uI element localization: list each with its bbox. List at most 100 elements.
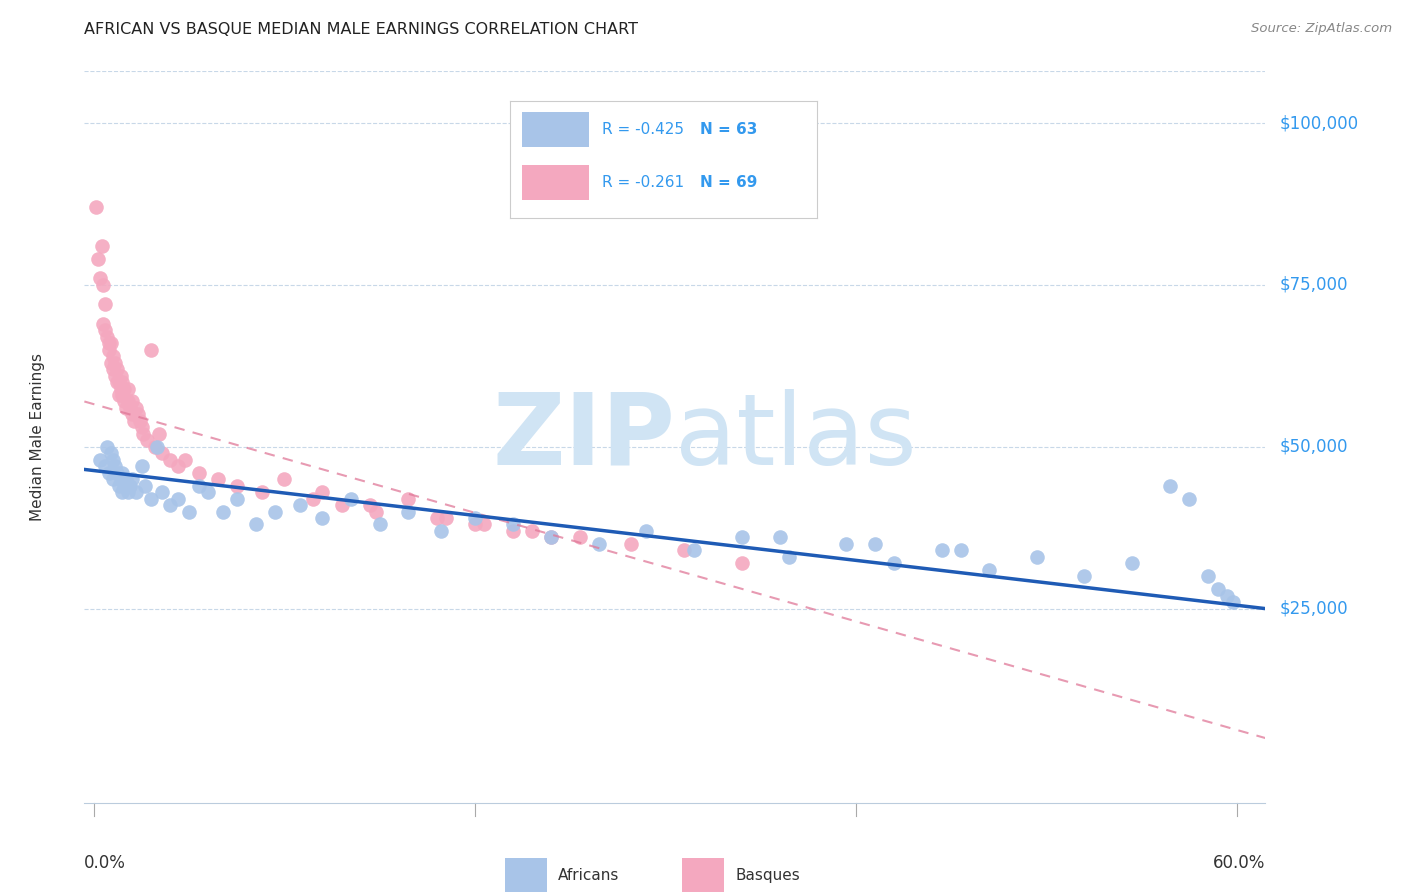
Point [121,394,143,409]
Point [84,200,107,214]
Point [134,478,156,492]
Point [93,277,115,292]
Point [949,543,972,558]
Point [225,478,247,492]
Point [98,336,121,351]
Point [250,485,273,500]
Point [111,388,134,402]
Point [212,504,235,518]
Point [359,498,381,512]
Point [107,478,129,492]
Point [89,271,111,285]
Point [730,530,752,544]
Point [128,414,150,428]
Point [121,472,143,486]
Point [107,375,129,389]
Point [101,452,124,467]
Point [396,491,419,506]
Point [104,356,127,370]
Point [125,401,148,415]
Text: 60.0%: 60.0% [1213,854,1265,872]
Point [187,466,209,480]
Point [245,517,267,532]
Point [94,323,117,337]
Point [778,549,800,564]
Point [396,504,419,518]
Point [673,543,696,558]
Point [174,452,197,467]
Point [179,504,201,518]
Point [96,330,118,344]
Point [98,466,121,480]
Point [104,459,127,474]
Point [1073,569,1095,583]
Point [104,368,127,383]
Point [1121,557,1143,571]
Point [111,466,134,480]
Point [364,504,387,518]
Point [94,459,117,474]
Point [94,297,117,311]
Point [1206,582,1229,597]
Point [1216,589,1239,603]
Point [464,511,486,525]
Point [110,382,132,396]
Point [166,491,188,506]
Point [502,524,524,538]
Point [311,511,333,525]
Point [1178,491,1201,506]
Point [117,382,139,396]
Point [132,426,155,441]
Text: $75,000: $75,000 [1279,276,1348,294]
Point [112,478,135,492]
Point [152,446,174,460]
Text: $50,000: $50,000 [1279,438,1348,456]
Point [197,485,219,500]
Point [117,394,139,409]
Point [115,472,138,486]
Text: Median Male Earnings: Median Male Earnings [30,353,45,521]
Point [121,408,143,422]
Point [86,252,108,266]
Point [520,524,543,538]
Point [112,394,135,409]
Text: $100,000: $100,000 [1279,114,1358,132]
Point [107,388,129,402]
Point [288,498,311,512]
Point [145,440,167,454]
Point [111,375,134,389]
Point [159,498,181,512]
Point [426,511,449,525]
Point [340,491,363,506]
Point [105,375,128,389]
Point [429,524,451,538]
Point [131,420,153,434]
Point [302,491,325,506]
Point [225,491,247,506]
Point [730,557,752,571]
Point [101,472,124,486]
Point [330,498,353,512]
Point [152,485,174,500]
Point [98,343,121,357]
Point [273,472,295,486]
Point [115,401,138,415]
Point [931,543,953,558]
Point [89,452,111,467]
Point [110,472,132,486]
Point [540,530,562,544]
Point [105,362,128,376]
Point [131,459,153,474]
Point [125,485,148,500]
Point [769,530,792,544]
Point [474,517,496,532]
Text: ZIP: ZIP [492,389,675,485]
Point [136,434,159,448]
Point [863,537,886,551]
Point [434,511,457,525]
Text: $25,000: $25,000 [1279,599,1348,617]
Point [100,336,122,351]
Point [683,543,706,558]
Point [187,478,209,492]
Point [979,563,1001,577]
